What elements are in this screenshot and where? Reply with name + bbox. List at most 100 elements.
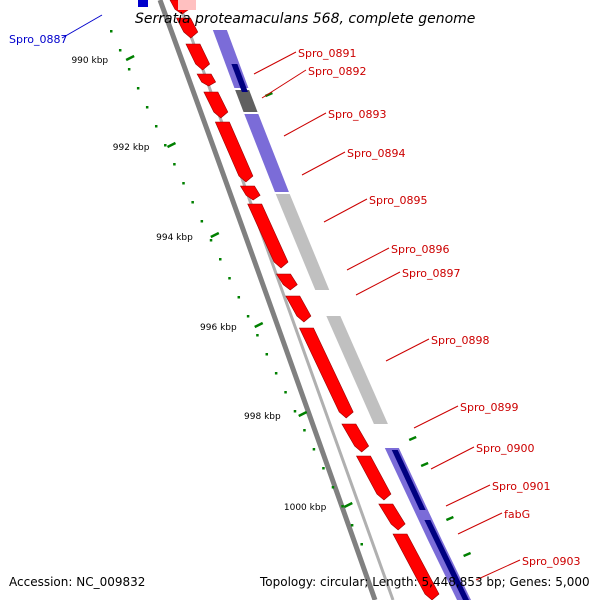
tick-label: 992 kbp	[113, 143, 150, 153]
gene-leader-line	[430, 446, 475, 470]
tick-dot	[110, 30, 113, 33]
ortholog-block	[244, 114, 289, 192]
tick-label: 1000 kbp	[284, 503, 327, 513]
tick-mark	[125, 54, 135, 62]
tick-dot	[274, 372, 278, 375]
gene-label: Spro_0894	[347, 147, 405, 160]
tick-dot	[154, 125, 158, 128]
tick-dot	[246, 315, 250, 318]
tick-dot	[136, 87, 140, 90]
cds-block	[341, 423, 370, 453]
gene-leader-line	[323, 198, 368, 223]
tick-mark	[343, 501, 353, 509]
ortholog-track	[138, 0, 471, 600]
cds-block	[392, 533, 440, 600]
cds-block	[356, 455, 392, 501]
tick-label: 998 kbp	[244, 412, 281, 422]
gene-label: Spro_0897	[402, 267, 460, 280]
gene-label: Spro_0891	[298, 47, 356, 60]
gene-label: Spro_0900	[476, 442, 534, 455]
gene-label: Spro_0898	[431, 334, 489, 347]
gene-label: Spro_0899	[460, 401, 518, 414]
gene-label: Spro_0887	[9, 33, 67, 46]
ortholog-block	[275, 194, 330, 290]
strand-mark	[420, 461, 429, 468]
gene-leader-line	[457, 512, 503, 535]
tick-dot	[360, 543, 363, 546]
tick-dot	[191, 201, 194, 204]
tick-dot	[350, 524, 354, 527]
tick-dot	[341, 505, 344, 508]
cds-block	[247, 203, 289, 269]
ortholog-block-dark	[424, 520, 469, 600]
ortholog-block-dark	[231, 64, 248, 92]
tick-dot	[219, 258, 222, 261]
tick-mark	[254, 321, 264, 329]
gene-label: fabG	[504, 508, 530, 521]
backbone-outer	[157, 0, 378, 600]
tick-dot	[293, 410, 297, 413]
tick-dot	[256, 334, 259, 337]
cds-track	[169, 0, 440, 600]
tick-label: 994 kbp	[156, 233, 193, 243]
ortholog-block-dark	[391, 450, 426, 510]
gene-leader-line	[261, 69, 307, 99]
tick-label: 996 kbp	[200, 323, 237, 333]
gene-leader-line	[355, 271, 401, 296]
map-title: Serratia proteamaculans 568, complete ge…	[135, 11, 475, 27]
tick-marks: 990 kbp 992 kbp 994 kbp 996 kbp 998 kbp 1000 …	[71, 54, 472, 558]
strand-mark	[445, 515, 454, 522]
tick-dot	[303, 429, 306, 432]
cds-block	[175, 17, 199, 39]
tick-dot	[209, 239, 213, 242]
tick-dot	[173, 163, 176, 166]
gene-leader-line	[253, 51, 297, 75]
gene-leader-line	[385, 338, 430, 362]
tick-dot	[265, 353, 269, 356]
cds-block	[203, 91, 229, 119]
accession-text: Accession: NC_009832	[9, 575, 145, 589]
cds-block	[185, 43, 210, 71]
gene-label: Spro_0896	[391, 243, 449, 256]
strand-mark	[463, 551, 472, 558]
cds-block	[275, 273, 298, 291]
gene-label: Spro_0901	[492, 480, 550, 493]
tick-dot	[322, 467, 325, 470]
cds-block	[196, 73, 217, 87]
tick-dot	[312, 448, 316, 451]
gene-leader-line	[445, 484, 491, 507]
cds-block	[239, 185, 261, 201]
tick-mark	[298, 410, 308, 418]
tick-dot	[200, 220, 204, 223]
gene-leader-line	[413, 405, 459, 429]
tick-dot-track	[110, 30, 363, 546]
cds-block-blue	[138, 0, 148, 7]
cds-block	[378, 503, 406, 531]
tick-dot	[118, 49, 122, 52]
gene-label: Spro_0895	[369, 194, 427, 207]
tick-dot	[127, 68, 131, 71]
tick-dot	[331, 486, 335, 489]
tick-mark	[166, 141, 177, 149]
ortholog-block	[326, 316, 388, 424]
gene-leader-line	[346, 247, 390, 271]
gene-leader-line	[283, 112, 327, 137]
tick-dot	[145, 106, 149, 109]
gene-leader-line	[301, 151, 346, 176]
gene-labels: Spro_0887 Spro_0891 Spro_0892 Spro_0893 Spro…	[9, 14, 580, 581]
topology-info: Topology: circular; Length: 5,448,853 bp…	[259, 575, 590, 589]
strand-mark	[408, 435, 417, 442]
ortholog-block	[235, 90, 258, 112]
tick-dot	[284, 391, 287, 394]
tick-dot	[237, 296, 241, 299]
gene-label: Spro_0892	[308, 65, 366, 78]
tick-label: 990 kbp	[71, 56, 108, 66]
gene-label: Spro_0893	[328, 108, 386, 121]
gene-leader-line	[61, 14, 103, 39]
gene-label: Spro_0903	[522, 555, 580, 568]
tick-dot	[182, 182, 185, 185]
cds-block	[299, 327, 354, 419]
cds-block-faint	[178, 0, 196, 10]
gene-leader-line	[475, 559, 521, 581]
